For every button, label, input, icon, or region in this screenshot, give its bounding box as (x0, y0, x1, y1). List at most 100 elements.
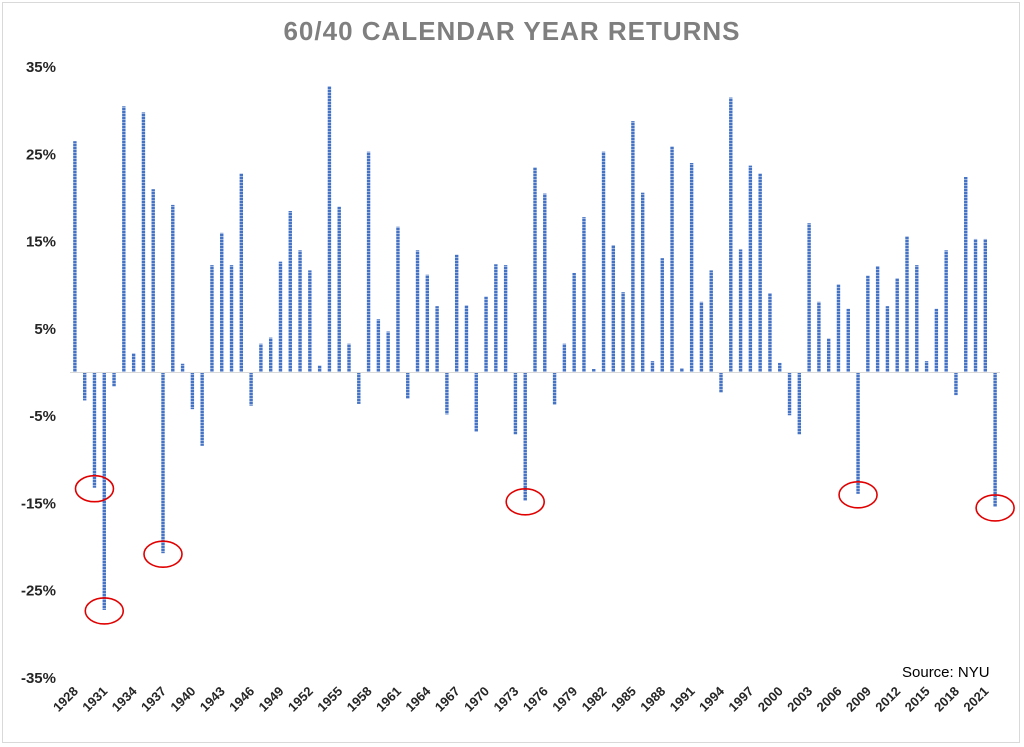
highlight-circle-1937 (143, 540, 183, 568)
bar-1940 (190, 372, 195, 410)
bar-1946 (249, 372, 253, 406)
bar-2022 (993, 372, 997, 507)
bar-1987 (650, 361, 655, 373)
x-tick-label: 2018 (931, 684, 962, 715)
bar-1986 (640, 192, 645, 373)
bar-1996 (738, 249, 743, 373)
bar-1973 (513, 372, 518, 435)
bar-2013 (905, 236, 909, 373)
bar-1944 (229, 265, 234, 373)
bar-1930 (92, 372, 97, 488)
x-tick-label: 1982 (579, 684, 610, 715)
x-tick-label: 1949 (256, 684, 287, 715)
bar-1933 (122, 106, 126, 373)
x-tick-label: 1964 (402, 683, 434, 715)
highlight-circle-1974 (505, 488, 546, 516)
bar-1970 (484, 296, 488, 373)
bar-1943 (220, 232, 224, 373)
bar-1993 (709, 270, 713, 373)
bar-1994 (719, 372, 723, 393)
x-tick-label: 1934 (109, 683, 141, 715)
y-tick-label: -5% (29, 408, 56, 425)
x-tick-label: 1979 (549, 684, 580, 715)
bar-1988 (660, 258, 664, 373)
bar-1960 (386, 331, 390, 373)
bar-1931 (102, 372, 106, 610)
bar-2018 (954, 372, 958, 396)
y-tick-label: 25% (26, 146, 56, 163)
x-tick-label: 1994 (696, 683, 728, 715)
x-tick-label: 1931 (79, 684, 110, 715)
x-tick-label: 2009 (843, 684, 874, 715)
y-tick-label: 35% (26, 59, 56, 76)
bar-1983 (611, 245, 616, 373)
bar-1985 (631, 121, 635, 373)
bar-1964 (425, 274, 430, 373)
bar-1967 (454, 254, 459, 373)
bar-1937 (161, 372, 165, 554)
bar-2020 (973, 238, 978, 373)
bar-2003 (807, 223, 811, 373)
bar-1942 (210, 265, 214, 373)
bar-1976 (543, 193, 547, 373)
bar-1978 (562, 343, 567, 373)
bar-1974 (523, 372, 527, 501)
bar-1934 (131, 353, 136, 373)
x-tick-label: 1985 (608, 684, 639, 715)
x-tick-label: 2006 (814, 684, 845, 715)
bar-1945 (239, 173, 244, 373)
bar-1977 (552, 372, 557, 405)
bar-1954 (327, 86, 332, 373)
bar-1968 (464, 305, 469, 373)
bar-1963 (415, 250, 420, 373)
x-tick-label: 1976 (520, 684, 551, 715)
bar-1989 (670, 146, 674, 373)
y-tick-label: -35% (21, 670, 56, 687)
x-tick-label: 2015 (902, 684, 933, 715)
bar-1955 (337, 206, 341, 373)
x-tick-label: 1970 (461, 684, 492, 715)
bar-1999 (768, 293, 772, 373)
bar-1928 (73, 141, 77, 373)
source-note: Source: NYU (902, 664, 990, 681)
x-tick-label: 1997 (725, 684, 756, 715)
y-tick-label: 5% (34, 321, 56, 338)
x-tick-label: 1946 (226, 684, 257, 715)
bar-2021 (983, 238, 988, 373)
bar-1990 (680, 368, 684, 373)
x-tick-label: 1991 (667, 684, 698, 715)
bar-1952 (308, 270, 312, 373)
bar-2007 (846, 308, 850, 373)
bar-1984 (621, 292, 625, 373)
bar-1941 (200, 372, 204, 446)
x-axis: 1928193119341937194019431946194919521955… (50, 683, 991, 715)
x-tick-label: 1952 (285, 684, 316, 715)
bar-1929 (82, 372, 87, 401)
bar-2009 (866, 275, 870, 373)
x-tick-label: 1940 (167, 684, 198, 715)
x-tick-label: 1961 (373, 684, 404, 715)
bar-1995 (729, 97, 733, 373)
bar-2012 (895, 278, 899, 373)
bar-1936 (151, 189, 155, 373)
x-tick-label: 1967 (432, 684, 463, 715)
bar-1958 (366, 151, 371, 373)
highlight-circle-2022 (975, 494, 1015, 522)
x-tick-label: 2021 (960, 684, 991, 715)
bar-1982 (601, 151, 606, 373)
bar-1969 (474, 372, 478, 432)
bar-1998 (758, 173, 762, 373)
x-tick-label: 1958 (344, 684, 375, 715)
y-tick-label: -25% (21, 583, 56, 600)
bar-1939 (180, 363, 185, 373)
bar-1950 (288, 211, 292, 373)
bar-1949 (278, 261, 283, 373)
bar-1991 (689, 163, 694, 373)
bar-1932 (112, 372, 116, 387)
bar-1956 (347, 343, 351, 373)
chart-title: 60/40 CALENDAR YEAR RETURNS (283, 16, 741, 46)
y-tick-label: 15% (26, 234, 56, 251)
bar-2014 (915, 265, 919, 373)
